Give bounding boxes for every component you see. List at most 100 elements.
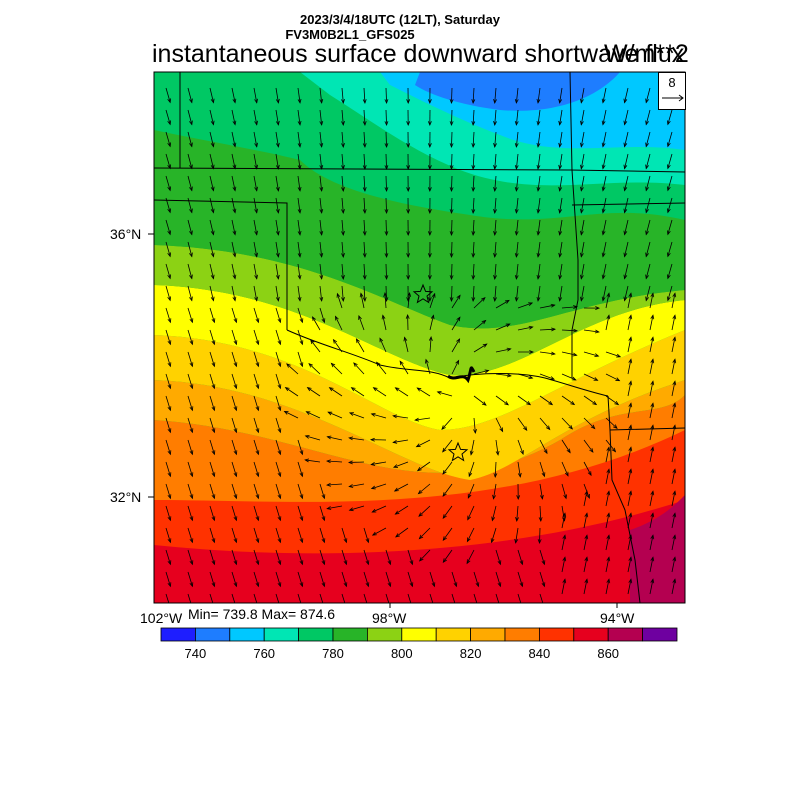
wind-vector-arrowhead (475, 582, 480, 588)
wind-vector-arrow (517, 417, 528, 431)
wind-vector-arrowhead (406, 165, 411, 171)
wind-vector-arrowhead (383, 292, 388, 297)
wind-vector-arrowhead (371, 531, 377, 536)
wind-vector-arrow (187, 153, 193, 169)
wind-vector-arrowhead (558, 252, 563, 258)
wind-vector-arrow (275, 241, 279, 257)
wind-vector-arrow (517, 571, 523, 587)
wind-vector-arrowhead (650, 578, 655, 584)
wind-vector-arrow (649, 491, 654, 507)
wind-vector-arrow (231, 109, 236, 125)
wind-vector-arrowhead (449, 231, 454, 237)
wind-vector-arrow (187, 175, 193, 191)
wind-vector-arrow (671, 315, 676, 331)
wind-vector-arrow (165, 571, 171, 587)
wind-vector-arrow (363, 593, 368, 603)
wind-vector-arrowhead (536, 164, 541, 170)
wind-vector-arrow (275, 483, 281, 499)
wind-vector-arrow (559, 131, 563, 147)
wind-vector-arrow (451, 263, 453, 280)
wind-vector-arrowhead (536, 120, 541, 126)
wind-vector-arrowhead (232, 208, 237, 214)
wind-vector-arrowhead (536, 252, 541, 258)
wind-vector-arrow (515, 109, 519, 125)
wind-vector-arrow (494, 219, 497, 235)
wind-vector-arrowhead (319, 164, 324, 170)
wind-vector-arrow (442, 461, 453, 475)
wind-vector-arrow (624, 153, 629, 169)
wind-vector-arrowhead (550, 303, 556, 308)
wind-vector-arrow (275, 197, 279, 213)
colorbar-swatch (160, 627, 196, 642)
wind-vector-arrowhead (650, 468, 655, 474)
wind-vector-arrow (627, 535, 632, 551)
wind-vector-arrowhead (232, 274, 237, 280)
wind-vector-arrow (363, 131, 366, 147)
wind-vector-arrowhead (297, 296, 302, 302)
lat-label-36n: 36°N (110, 226, 142, 242)
wind-vector-arrowhead (332, 338, 338, 344)
wind-vector-arrow (539, 304, 555, 309)
wind-vector-arrow (209, 219, 214, 235)
wind-vector-arrowhead (570, 400, 576, 406)
wind-vector-arrowhead (319, 142, 324, 148)
wind-vector-arrow (165, 307, 171, 323)
wind-vector-arrowhead (573, 328, 579, 333)
wind-vector-arrow (165, 505, 171, 521)
wind-vector-arrowhead (344, 604, 347, 608)
wind-vector-arrowhead (319, 98, 324, 104)
wind-vector-arrowhead (319, 230, 324, 236)
wind-vector-arrowhead (362, 297, 367, 302)
wind-vector-arrow (515, 175, 519, 191)
wind-vector-arrowhead (399, 360, 404, 366)
wind-vector-arrowhead (299, 582, 304, 588)
wind-vector-arrow (472, 241, 475, 257)
wind-vector-arrow (231, 417, 237, 433)
wind-vector-arrowhead (650, 512, 655, 518)
wind-vector-arrow (165, 439, 171, 455)
wind-vector-arrowhead (514, 142, 519, 148)
wind-vector-arrowhead (410, 604, 413, 608)
wind-vector-arrow (327, 436, 343, 441)
wind-vector-arrowhead (341, 209, 345, 214)
wind-vector-arrowhead (328, 387, 334, 392)
wind-vector-arrowhead (283, 410, 289, 415)
wind-vector-arrow (297, 131, 301, 147)
colorbar-swatch (435, 627, 472, 642)
wind-vector-arrowhead (254, 186, 258, 192)
wind-vector-arrow (231, 505, 237, 521)
wind-vector-arrowhead (672, 292, 677, 298)
wind-vector-arrow (407, 549, 413, 565)
map-frame (153, 71, 686, 604)
wind-vector-arrow (516, 505, 519, 521)
wind-vector-arrow (231, 395, 237, 411)
wind-vector-arrowhead (297, 142, 302, 148)
wind-vector-arrow (407, 293, 410, 309)
wind-vector-arrowhead (529, 350, 535, 354)
wind-vector-arrow (627, 337, 632, 353)
wind-vector-arrow (602, 153, 607, 169)
wind-vector-arrowhead (362, 121, 367, 126)
wind-vector-arrow (384, 293, 387, 309)
wind-vector-arrowhead (406, 143, 411, 149)
wind-vector-arrow (275, 175, 279, 191)
wind-vector-arrow (253, 153, 258, 169)
wind-vector-arrowhead (504, 299, 510, 304)
wind-vector-arrow (319, 131, 323, 147)
wind-vector-arrowhead (517, 472, 522, 478)
wind-vector-arrow (187, 329, 193, 345)
wind-vector-arrowhead (370, 412, 376, 417)
wind-vector-arrowhead (189, 406, 194, 412)
colorbar-tick-label: 800 (391, 646, 413, 661)
wind-vector-arrowhead (449, 165, 454, 171)
wind-vector-arrow (561, 329, 577, 332)
lon-label-94w: 94°W (600, 610, 635, 626)
wind-vector-arrowhead (616, 353, 622, 358)
wind-vector-arrow (624, 263, 629, 279)
wind-vector-arrow (165, 549, 171, 565)
wind-vector-arrowhead (189, 164, 193, 170)
wind-vector-arrowhead (189, 274, 193, 280)
wind-vector-arrowhead (528, 325, 534, 330)
wind-vector-arrow (165, 131, 171, 147)
wind-vector-arrowhead (299, 362, 304, 368)
